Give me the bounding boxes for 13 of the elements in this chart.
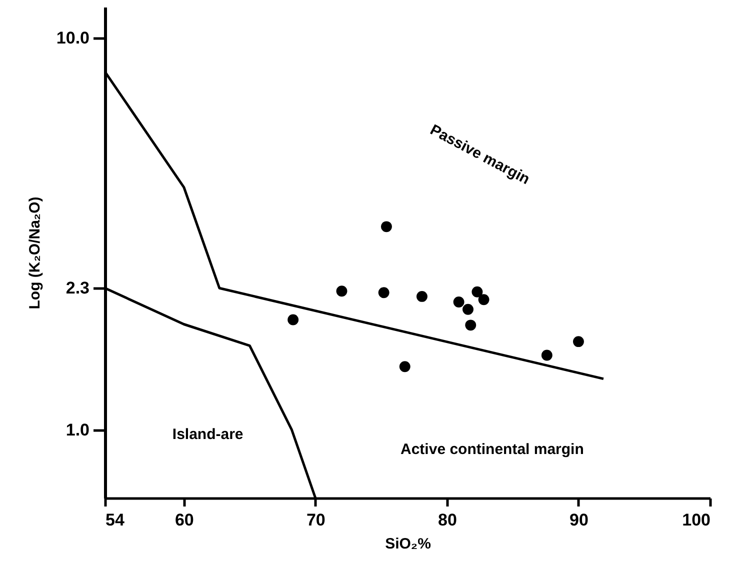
annotation: Island-are [172,426,244,444]
x-axis-title: SiO₂% [385,536,431,552]
x-tick-label: 54 [106,510,125,530]
x-tick-label: 70 [306,510,326,530]
annotation: Active continental margin [400,440,584,458]
x-tick-label: 60 [174,510,194,530]
y-axis-title: Log (K₂O/Na₂O) [26,196,44,310]
y-tick-label: 2.3 [66,278,90,298]
y-tick-label: 10.0 [56,28,90,48]
x-tick-label: 80 [438,510,457,530]
x-tick-label: 90 [570,510,588,530]
x-tick-label: 100 [682,510,710,530]
y-tick-label: 1.0 [66,420,90,440]
